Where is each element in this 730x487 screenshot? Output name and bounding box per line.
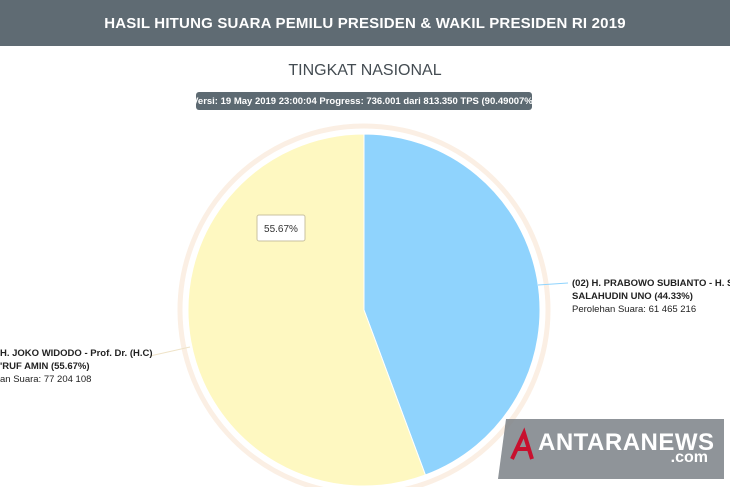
pie-halo (177, 123, 551, 487)
slice-label-01-line1: H. JOKO WIDODO - Prof. Dr. (H.C) (0, 348, 153, 359)
tooltip-box (256, 214, 306, 242)
label-connector-01 (149, 346, 191, 357)
antaranews-watermark: ANTARANEWS .com (498, 419, 724, 479)
tooltip: 55.67% (256, 214, 306, 242)
slice-label-02-line2: SALAHUDIN UNO (44.33%) (572, 291, 693, 302)
watermark-text: ANTARANEWS (538, 429, 715, 456)
page-title: HASIL HITUNG SUARA PEMILU PRESIDEN & WAK… (0, 0, 730, 46)
pie-slices (187, 133, 541, 487)
label-connector-02 (537, 282, 569, 286)
watermark-bg (498, 419, 724, 479)
slice-label-01-votes: an Suara: 77 204 108 (0, 374, 91, 385)
slice-label-02-line1: (02) H. PRABOWO SUBIANTO - H. S (572, 278, 730, 289)
pie-slice-02[interactable] (363, 133, 541, 476)
antara-logo-icon (510, 427, 534, 460)
chart-subtitle: TINGKAT NASIONAL (288, 62, 442, 79)
tooltip-value: 55.67% (264, 224, 298, 235)
watermark-sub: .com (670, 449, 708, 466)
slice-label-02-votes: Perolehan Suara: 61 465 216 (572, 304, 696, 315)
pie-slice-01[interactable] (187, 133, 427, 487)
slice-label-01-line2: 'RUF AMIN (55.67%) (0, 361, 90, 372)
watermark-backdrop (498, 419, 724, 479)
version-badge: Versi: 19 May 2019 23:00:04 Progress: 73… (196, 92, 532, 110)
